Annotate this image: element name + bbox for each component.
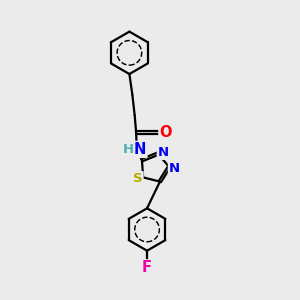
- Text: O: O: [159, 125, 172, 140]
- Text: S: S: [133, 172, 143, 185]
- Text: H: H: [123, 143, 134, 156]
- Text: F: F: [142, 260, 152, 275]
- Text: N: N: [158, 146, 169, 159]
- Text: N: N: [169, 162, 180, 175]
- Text: N: N: [134, 142, 146, 157]
